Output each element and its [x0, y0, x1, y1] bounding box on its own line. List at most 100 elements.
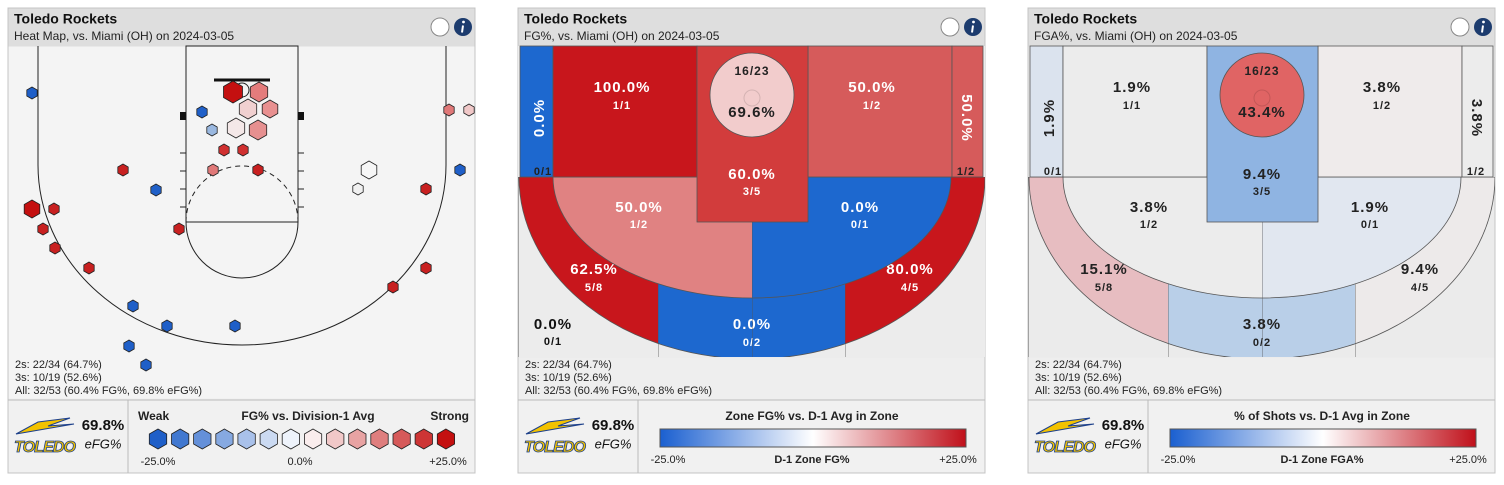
legend-min: -25.0%: [141, 456, 176, 468]
hoop: [1253, 89, 1271, 107]
info-stem: [1481, 25, 1484, 33]
three-point-line: [37, 46, 447, 346]
zone-pct: 69.6%: [728, 104, 776, 121]
title: Toledo Rockets: [1034, 11, 1137, 27]
logo-swoosh: [15, 417, 75, 435]
shot-hex: [140, 358, 152, 372]
zone-pct: 0.0%: [534, 316, 572, 333]
toggle-button[interactable]: [940, 17, 960, 37]
shot-hex: [238, 98, 258, 120]
zone: [1461, 45, 1494, 178]
toggle-button[interactable]: [1450, 17, 1470, 37]
stat-line: 3s: 10/19 (52.6%): [525, 372, 612, 384]
legend-mid: 0.0%: [287, 456, 312, 468]
zone-pct: 9.4%: [1243, 166, 1281, 183]
shot-hex: [252, 163, 264, 177]
efg-label: eFG%: [595, 436, 632, 451]
shot-hex: [83, 261, 95, 275]
shot-hex: [352, 182, 364, 196]
stat-line: All: 32/53 (60.4% FG%, 69.8% eFG%): [1035, 385, 1222, 397]
zone-pct: 60.0%: [728, 166, 776, 183]
legend-hex: [281, 428, 300, 450]
legend-gradient: [659, 428, 967, 448]
legend-title: FG% vs. Division-1 Avg: [241, 409, 374, 423]
zone-frac: 1/2: [630, 219, 648, 231]
info-button[interactable]: [454, 18, 472, 36]
shot-hex: [23, 199, 41, 219]
zone-frac: 1/1: [613, 100, 631, 112]
title: Toledo Rockets: [14, 11, 117, 27]
shot-hex: [387, 280, 399, 294]
zone: [951, 45, 984, 178]
header-bg: [1028, 8, 1495, 47]
shot-hex: [196, 105, 208, 119]
zone-pct: 0.0%: [733, 316, 771, 333]
zone: [1317, 45, 1463, 178]
legend-min: -25.0%: [651, 454, 686, 466]
info-dot: [462, 20, 465, 24]
shot-hex: [150, 183, 162, 197]
shot-hex: [261, 99, 279, 119]
shot-hex: [420, 261, 432, 275]
zone-frac: 5/8: [585, 282, 603, 294]
stat-line: 2s: 22/34 (64.7%): [525, 359, 612, 371]
info-stem: [461, 25, 464, 33]
info-dot: [1482, 20, 1485, 24]
shot-hex: [49, 241, 61, 255]
shot-hex: [360, 160, 378, 180]
zone-frac: 5/8: [1095, 282, 1113, 294]
zone-pct: 62.5%: [570, 261, 618, 278]
zone-pct: 1.9%: [1113, 79, 1151, 96]
header-bg: [8, 8, 475, 47]
stat-line: 3s: 10/19 (52.6%): [15, 372, 102, 384]
zone-pct: 0.0%: [531, 99, 548, 137]
toggle-button[interactable]: [430, 17, 450, 37]
shot-hex: [249, 81, 269, 103]
hoop: [743, 89, 761, 107]
legend-max: +25.0%: [429, 456, 467, 468]
logo: TOLEDO: [524, 439, 587, 456]
efg-label: eFG%: [85, 436, 122, 451]
zone-frac: 1/1: [1123, 100, 1141, 112]
zone-frac: 0/2: [743, 337, 761, 349]
info-button[interactable]: [964, 18, 982, 36]
zone-frac: 0/1: [851, 219, 869, 231]
legend-hex: [171, 428, 190, 450]
zone-frac: 16/23: [734, 64, 769, 78]
legend-caption: D-1 Zone FG%: [774, 454, 849, 466]
legend-hex: [414, 428, 433, 450]
info-dot: [972, 20, 975, 24]
zone-pct: 9.4%: [1401, 261, 1439, 278]
shot-hex: [123, 339, 135, 353]
zone-frac: 1/2: [1467, 166, 1485, 178]
efg-value: 69.8%: [592, 417, 635, 434]
zone: [1029, 45, 1064, 178]
shot-hex: [229, 319, 241, 333]
info-button[interactable]: [1474, 18, 1492, 36]
subtitle: FG%, vs. Miami (OH) on 2024-03-05: [524, 29, 720, 43]
stat-line: All: 32/53 (60.4% FG%, 69.8% eFG%): [525, 385, 712, 397]
shot-hex: [223, 80, 243, 104]
lane: [185, 45, 299, 223]
shot-hex: [207, 163, 219, 177]
zone-frac: 1/2: [957, 166, 975, 178]
efg-value: 69.8%: [1102, 417, 1145, 434]
zone-frac: 0/1: [534, 166, 552, 178]
zone-pct: 1.9%: [1041, 99, 1058, 137]
legend-min: -25.0%: [1161, 454, 1196, 466]
legend-max: +25.0%: [939, 454, 977, 466]
zone-frac: 0/2: [1253, 337, 1271, 349]
legend-title: % of Shots vs. D-1 Avg in Zone: [1234, 409, 1410, 423]
zone-pct: 80.0%: [886, 261, 934, 278]
legend-gradient: [1169, 428, 1477, 448]
legend-hex: [193, 428, 212, 450]
shot-hex: [48, 202, 60, 216]
shot-hex: [237, 143, 249, 157]
zone-pct: 43.4%: [1238, 104, 1286, 121]
zone: [1062, 45, 1208, 178]
zone-frac: 3/5: [743, 186, 761, 198]
shot-hex: [117, 163, 129, 177]
zone-pct: 50.0%: [615, 199, 663, 216]
shot-hex: [463, 103, 475, 117]
legend-hex: [436, 428, 455, 450]
